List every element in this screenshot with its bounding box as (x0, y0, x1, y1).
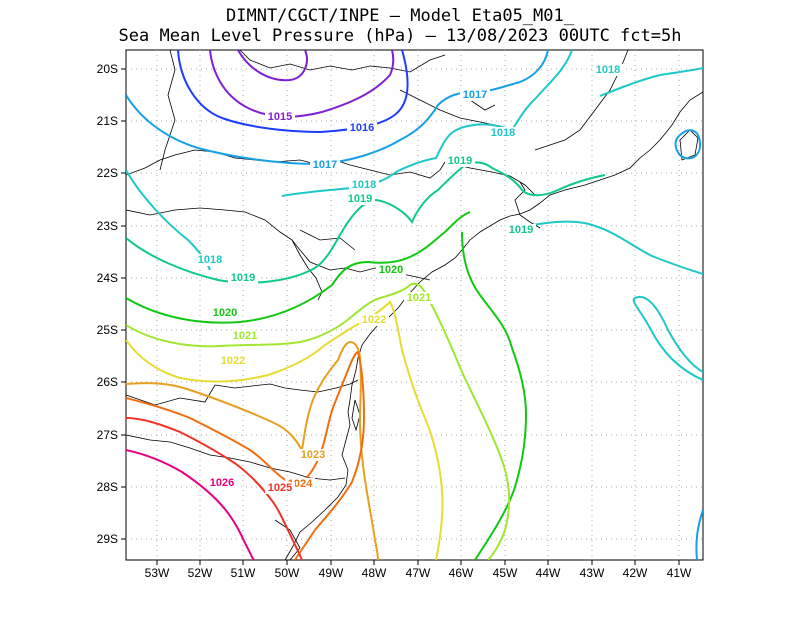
isobar-label: 1018 (491, 127, 515, 139)
longitude-axis: 53W 52W 51W 50W 49W 48W 47W 46W 45W 44W 43W 42W 41W (145, 560, 692, 580)
lat-tick-label: 27S (97, 428, 118, 442)
lon-tick-label: 45W (493, 566, 518, 580)
isobar-label: 1017 (463, 89, 487, 101)
isobar-label: 1021 (407, 292, 431, 304)
latitude-axis: 20S 21S 22S 23S 24S 25S 26S 27S 28S 29S (97, 62, 126, 546)
coastline (284, 91, 703, 560)
isobar-label: 1015 (268, 111, 292, 123)
isobar-label: 1019 (231, 272, 255, 284)
plot-frame (125, 49, 704, 561)
isobars (126, 50, 703, 560)
border-west-ms (159, 50, 176, 171)
lon-tick-label: 49W (319, 566, 344, 580)
lon-tick-label: 44W (536, 566, 561, 580)
isobar-1022 (126, 300, 444, 560)
isobar-label: 1021 (233, 330, 257, 342)
lat-tick-label: 22S (97, 166, 118, 180)
isobar-label: 1017 (313, 159, 337, 171)
isobar-1017 (695, 509, 703, 560)
coastline-and-borders (126, 50, 703, 560)
isobar-1024 (126, 350, 366, 560)
isobar-1025 (126, 417, 303, 560)
chart-title: DIMNT/CGCT/INPE – Model Eta05_M01_ (226, 6, 574, 26)
isobar-label: 1022 (362, 314, 386, 326)
chart-subtitle: Sea Mean Level Pressure (hPa) – 13/08/20… (118, 26, 682, 46)
rivers (299, 89, 541, 251)
isobar-1023 (126, 340, 379, 560)
isobar-1015 (209, 50, 395, 118)
lon-tick-label: 47W (406, 566, 431, 580)
lon-tick-label: 52W (188, 566, 213, 580)
lat-tick-label: 21S (97, 114, 118, 128)
isobar-1020 (126, 211, 471, 324)
isobar-1018 (632, 295, 703, 381)
lon-tick-label: 51W (231, 566, 256, 580)
lat-tick-label: 20S (97, 62, 118, 76)
isobar-1018 (599, 67, 703, 97)
lon-tick-label: 42W (623, 566, 648, 580)
graticule (126, 50, 703, 560)
lat-tick-label: 24S (97, 271, 118, 285)
lon-tick-label: 43W (580, 566, 605, 580)
isobar-label: 1019 (348, 193, 372, 205)
isobar-label: 1019 (509, 224, 533, 236)
border-ms-sp (126, 207, 323, 301)
lon-tick-label: 41W (667, 566, 692, 580)
lat-tick-label: 26S (97, 375, 118, 389)
isobar-labels: 1015 1016 1017 1017 1018 1018 1018 1018 1019 1019… (195, 64, 623, 494)
lat-tick-label: 28S (97, 480, 118, 494)
border-north (239, 50, 446, 73)
lon-tick-label: 50W (275, 566, 300, 580)
isobar-1019 (126, 161, 606, 284)
lat-tick-label: 23S (97, 219, 118, 233)
isobar-label: 1020 (213, 307, 237, 319)
isobar-label: 1018 (198, 254, 222, 266)
isobar-1017 (126, 50, 549, 166)
isobar-1018 (517, 220, 703, 275)
lon-tick-label: 53W (145, 566, 170, 580)
isobar-1020 (461, 231, 528, 560)
lat-tick-label: 29S (97, 532, 118, 546)
border-pr-sc (214, 379, 359, 393)
lagoon (274, 519, 301, 560)
isobar-label: 1023 (301, 449, 325, 461)
isobar-1015 (237, 50, 308, 82)
isobar-label: 1018 (596, 64, 620, 76)
isobar-label: 1026 (210, 477, 234, 489)
isobar-label: 1018 (352, 179, 376, 191)
isobar-label: 1020 (379, 264, 403, 276)
isobar-label: 1025 (268, 482, 292, 494)
lon-tick-label: 46W (449, 566, 474, 580)
isobar-label: 1016 (350, 122, 374, 134)
isobar-1016 (177, 50, 409, 134)
isobar-label: 1019 (448, 155, 472, 167)
island-coast (351, 399, 361, 432)
isobar-1017 (674, 129, 702, 160)
isobar-label: 1022 (221, 355, 245, 367)
isobar-1021 (126, 282, 511, 560)
lat-tick-label: 25S (97, 323, 118, 337)
border-mg-sp (126, 149, 446, 179)
isobar-1026 (126, 449, 255, 560)
lon-tick-label: 48W (362, 566, 387, 580)
